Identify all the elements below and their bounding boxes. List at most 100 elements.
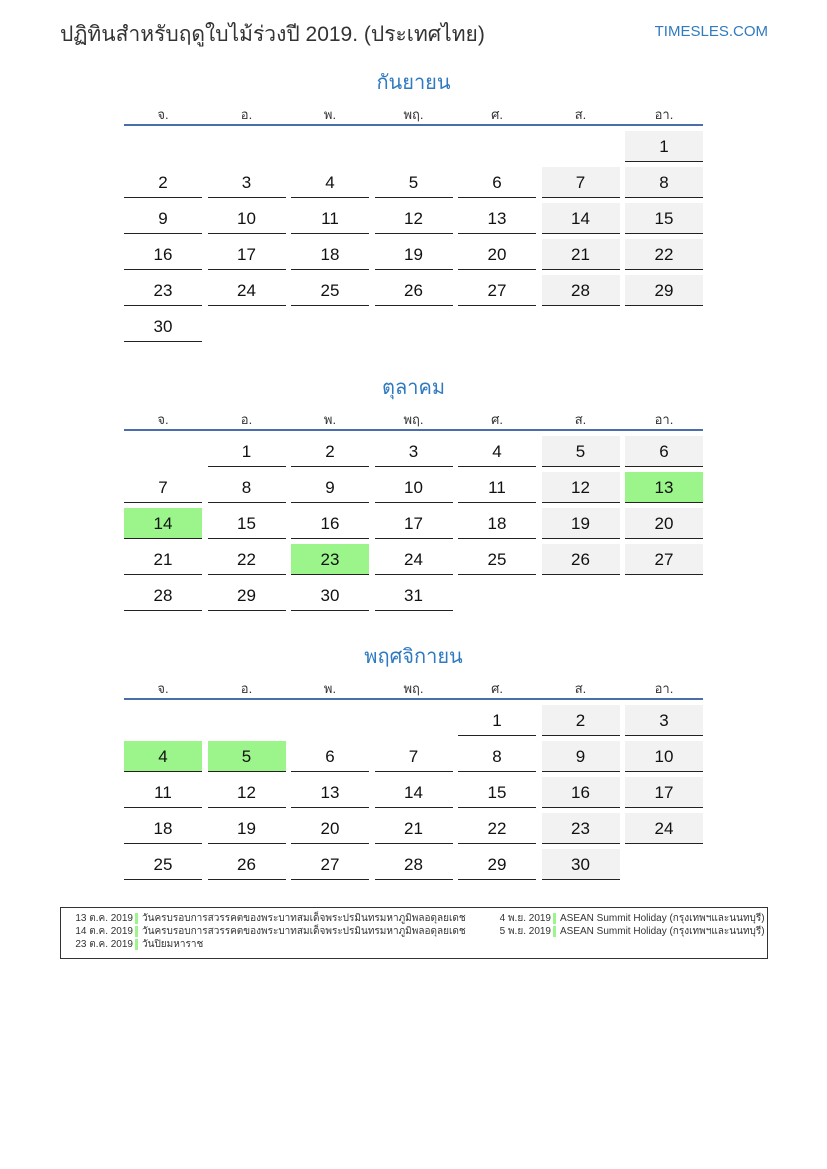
day-cell[interactable]: 18 [291,239,369,270]
day-cell[interactable]: 21 [541,239,620,270]
day-cell[interactable]: 1 [207,436,286,467]
day-cell[interactable]: 16 [541,777,620,808]
day-cell[interactable]: 29 [625,275,703,306]
day-cell[interactable]: 29 [207,580,286,611]
day-cell[interactable]: 2 [124,167,202,198]
day-cell[interactable]: 19 [374,239,453,270]
day-cell[interactable]: 5 [541,436,620,467]
day-cell[interactable]: 3 [625,705,703,736]
day-cell[interactable]: 6 [458,167,536,198]
day-cell[interactable]: 27 [291,849,369,880]
day-cell[interactable]: 24 [374,544,453,575]
day-cell[interactable]: 27 [458,275,536,306]
empty-cell [291,705,369,735]
day-cell[interactable]: 22 [207,544,286,575]
day-cell[interactable]: 10 [374,472,453,503]
day-cell[interactable]: 20 [458,239,536,270]
day-cell[interactable]: 11 [291,203,369,234]
day-cell[interactable]: 11 [124,777,202,808]
holiday-day-cell[interactable]: 14 [124,508,202,539]
day-cell[interactable]: 1 [625,131,703,162]
day-cell[interactable]: 21 [124,544,202,575]
day-cell[interactable]: 10 [207,203,286,234]
day-cell[interactable]: 28 [124,580,202,611]
day-cell[interactable]: 8 [625,167,703,198]
day-cell[interactable]: 7 [374,741,453,772]
weekday-label: ส. [574,681,587,696]
month-2: พฤศจิกายน จ. อ. พ. พฤ. ศ. ส. อา. 1 2 3 4 5 6 7 8 9 10 11 12… [124,642,703,880]
day-cell[interactable]: 19 [541,508,620,539]
day-cell[interactable]: 17 [625,777,703,808]
day-cell[interactable]: 1 [458,705,536,736]
legend-row: 5 พ.ย. 2019 ASEAN Summit Holiday (กรุงเทพ… [481,925,765,938]
day-cell[interactable]: 15 [458,777,536,808]
day-cell[interactable]: 8 [458,741,536,772]
day-cell[interactable]: 13 [458,203,536,234]
day-cell[interactable]: 24 [207,275,286,306]
day-cell[interactable]: 20 [291,813,369,844]
day-cell[interactable]: 10 [625,741,703,772]
holiday-day-cell[interactable]: 13 [625,472,703,503]
day-cell[interactable]: 15 [625,203,703,234]
day-cell[interactable]: 6 [291,741,369,772]
day-cell[interactable]: 7 [124,472,202,503]
day-cell[interactable]: 5 [374,167,453,198]
day-cell[interactable]: 16 [291,508,369,539]
day-cell[interactable]: 20 [625,508,703,539]
month-name: ตุลาคม [381,377,446,399]
weekday-header: จ. อ. พ. พฤ. ศ. ส. อา. [124,409,703,429]
day-cell[interactable]: 30 [124,311,202,342]
day-cell[interactable]: 3 [207,167,286,198]
day-cell[interactable]: 21 [374,813,453,844]
day-cell[interactable]: 9 [291,472,369,503]
site-link[interactable]: TIMESLES.COM [654,23,768,40]
holiday-day-cell[interactable]: 4 [124,741,202,772]
day-cell[interactable]: 11 [458,472,536,503]
day-cell[interactable]: 2 [541,705,620,736]
day-cell[interactable]: 28 [374,849,453,880]
day-cell[interactable]: 24 [625,813,703,844]
day-cell[interactable]: 29 [458,849,536,880]
day-cell[interactable]: 31 [374,580,453,611]
day-cell[interactable]: 22 [458,813,536,844]
day-cell[interactable]: 25 [458,544,536,575]
day-cell[interactable]: 26 [207,849,286,880]
day-cell[interactable]: 27 [625,544,703,575]
day-cell[interactable]: 23 [541,813,620,844]
holiday-day-cell[interactable]: 23 [291,544,369,575]
day-cell[interactable]: 9 [541,741,620,772]
day-cell[interactable]: 17 [374,508,453,539]
day-cell[interactable]: 30 [291,580,369,611]
day-cell[interactable]: 12 [541,472,620,503]
day-cell[interactable]: 17 [207,239,286,270]
day-cell[interactable]: 23 [124,275,202,306]
day-cell[interactable]: 14 [541,203,620,234]
day-cell[interactable]: 7 [541,167,620,198]
day-cell[interactable]: 30 [541,849,620,880]
day-cell[interactable]: 26 [541,544,620,575]
day-cell[interactable]: 25 [124,849,202,880]
day-cell[interactable]: 9 [124,203,202,234]
day-cell[interactable]: 15 [207,508,286,539]
day-cell[interactable]: 14 [374,777,453,808]
holiday-day-cell[interactable]: 5 [207,741,286,772]
legend-row: 23 ต.ค. 2019 วันปิยมหาราช [71,938,466,951]
day-cell[interactable]: 19 [207,813,286,844]
day-cell[interactable]: 4 [458,436,536,467]
day-cell[interactable]: 12 [374,203,453,234]
day-cell[interactable]: 4 [291,167,369,198]
day-cell[interactable]: 12 [207,777,286,808]
day-cell[interactable]: 26 [374,275,453,306]
day-cell[interactable]: 8 [207,472,286,503]
day-cell[interactable]: 2 [291,436,369,467]
day-cell[interactable]: 13 [291,777,369,808]
day-cell[interactable]: 18 [458,508,536,539]
day-cell[interactable]: 28 [541,275,620,306]
day-cell[interactable]: 25 [291,275,369,306]
day-cell[interactable]: 22 [625,239,703,270]
day-cell[interactable]: 3 [374,436,453,467]
day-cell[interactable]: 16 [124,239,202,270]
day-cell[interactable]: 6 [625,436,703,467]
day-cell[interactable]: 18 [124,813,202,844]
